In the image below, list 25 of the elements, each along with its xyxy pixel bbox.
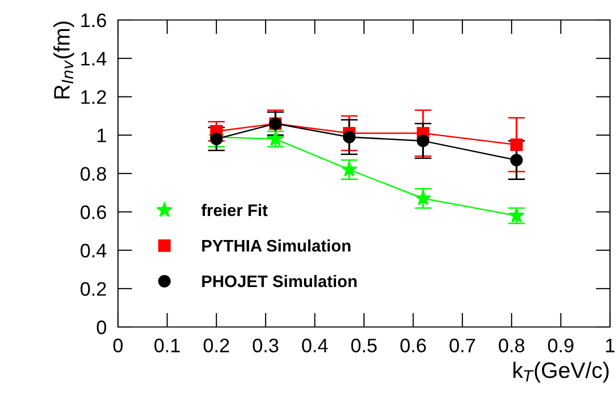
x-tick-label: 0.7: [450, 338, 475, 352]
x-tick-label: 0.2: [204, 338, 229, 352]
x-tick-label: 0.5: [351, 338, 377, 352]
x-tick-label: 1: [606, 338, 614, 352]
y-tick-label: 0.2: [80, 282, 106, 296]
y-axis-title: R$_{Inv}$(fm): [53, 22, 74, 98]
y-tick-label: 1: [98, 128, 106, 142]
x-axis-title: k$_{T}$(GeV/c): [513, 362, 609, 382]
x-tick-label: 0.9: [548, 338, 574, 352]
y-tick-label: 1.2: [81, 90, 106, 104]
x-tick-label: 0.1: [154, 338, 180, 352]
x-tick-label: 0.3: [252, 338, 278, 352]
legend-label: freier Fit: [201, 204, 268, 216]
legend-label: PYTHIA Simulation: [202, 239, 350, 252]
y-tick-label: 1.4: [81, 52, 106, 66]
y-tick-label: 1.6: [81, 13, 106, 28]
x-tick-label: 0.8: [498, 338, 524, 352]
x-tick-label: 0.4: [302, 338, 328, 352]
y-tick-label: 0: [96, 320, 106, 334]
x-tick-label: 0.6: [400, 338, 426, 352]
y-tick-label: 0.4: [80, 244, 106, 258]
x-tick-label: 0: [113, 338, 123, 352]
legend-label: PHOJET Simulation: [202, 274, 357, 288]
y-tick-label: 0.8: [80, 166, 106, 181]
y-tick-label: 0.6: [80, 205, 106, 220]
